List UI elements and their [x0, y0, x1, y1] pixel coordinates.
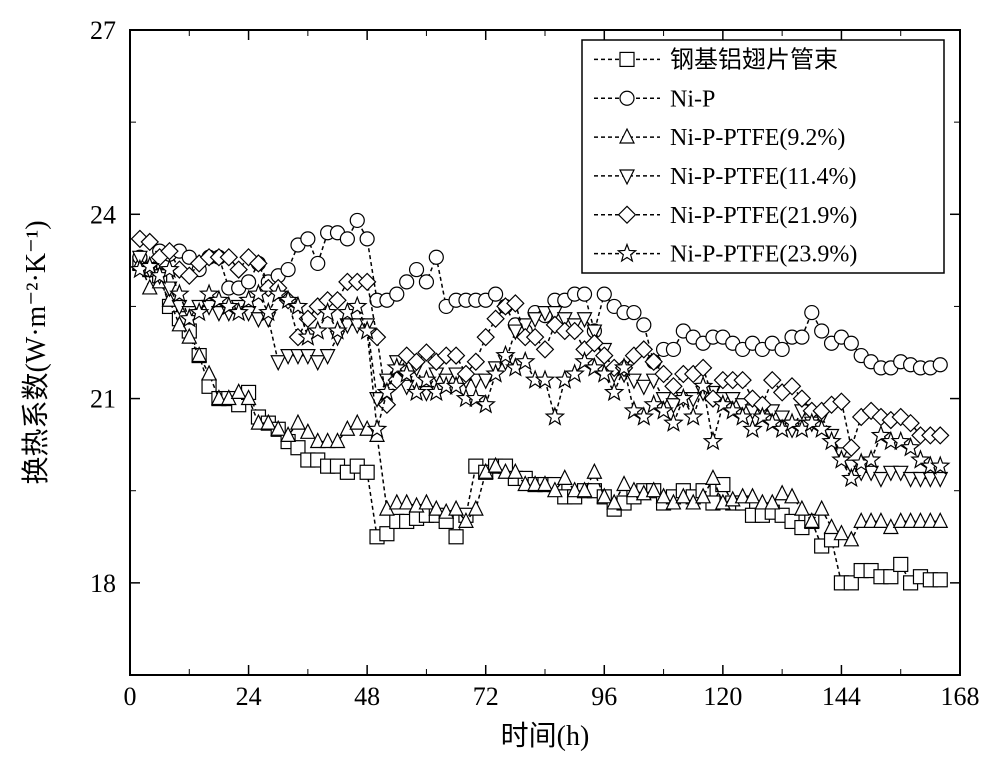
x-tick-label: 72	[473, 682, 499, 711]
legend-label: Ni-P-PTFE(21.9%)	[670, 203, 857, 229]
legend-label: Ni-P	[670, 86, 715, 112]
chart-svg: 0 24 48 72 96 120 144 168 18 21 24 27 时间(h) 换热系数(W·m⁻…	[0, 0, 1000, 781]
series-Ni-P-PTFE(11.4%)	[133, 251, 947, 486]
x-tick-label: 24	[236, 682, 262, 711]
chart-container: 0 24 48 72 96 120 144 168 18 21 24 27 时间(h) 换热系数(W·m⁻…	[0, 0, 1000, 781]
x-axis-label: 时间(h)	[501, 720, 590, 752]
y-axis-label: 换热系数(W·m⁻²·K⁻¹)	[20, 220, 52, 484]
y-tick-label: 27	[90, 16, 116, 45]
legend-label: Ni-P-PTFE(9.2%)	[670, 125, 845, 151]
x-tick-label: 96	[591, 682, 617, 711]
x-tick-label: 48	[354, 682, 380, 711]
y-tick-label: 21	[90, 385, 116, 414]
x-tick-label: 168	[941, 682, 980, 711]
x-tick-label: 144	[822, 682, 861, 711]
legend: 钢基铝翅片管束 Ni-P Ni-P-PTFE(9.2%) Ni-P-PTFE(11.4…	[582, 40, 944, 273]
x-tick-label: 120	[703, 682, 742, 711]
y-tick-label: 18	[90, 569, 116, 598]
legend-label: Ni-P-PTFE(11.4%)	[670, 164, 856, 190]
legend-label: Ni-P-PTFE(23.9%)	[670, 242, 857, 268]
series-Ni-P-PTFE(23.9%)	[131, 257, 949, 485]
y-tick-label: 24	[90, 200, 116, 229]
x-tick-label: 0	[124, 682, 137, 711]
legend-label: 钢基铝翅片管束	[670, 46, 838, 73]
